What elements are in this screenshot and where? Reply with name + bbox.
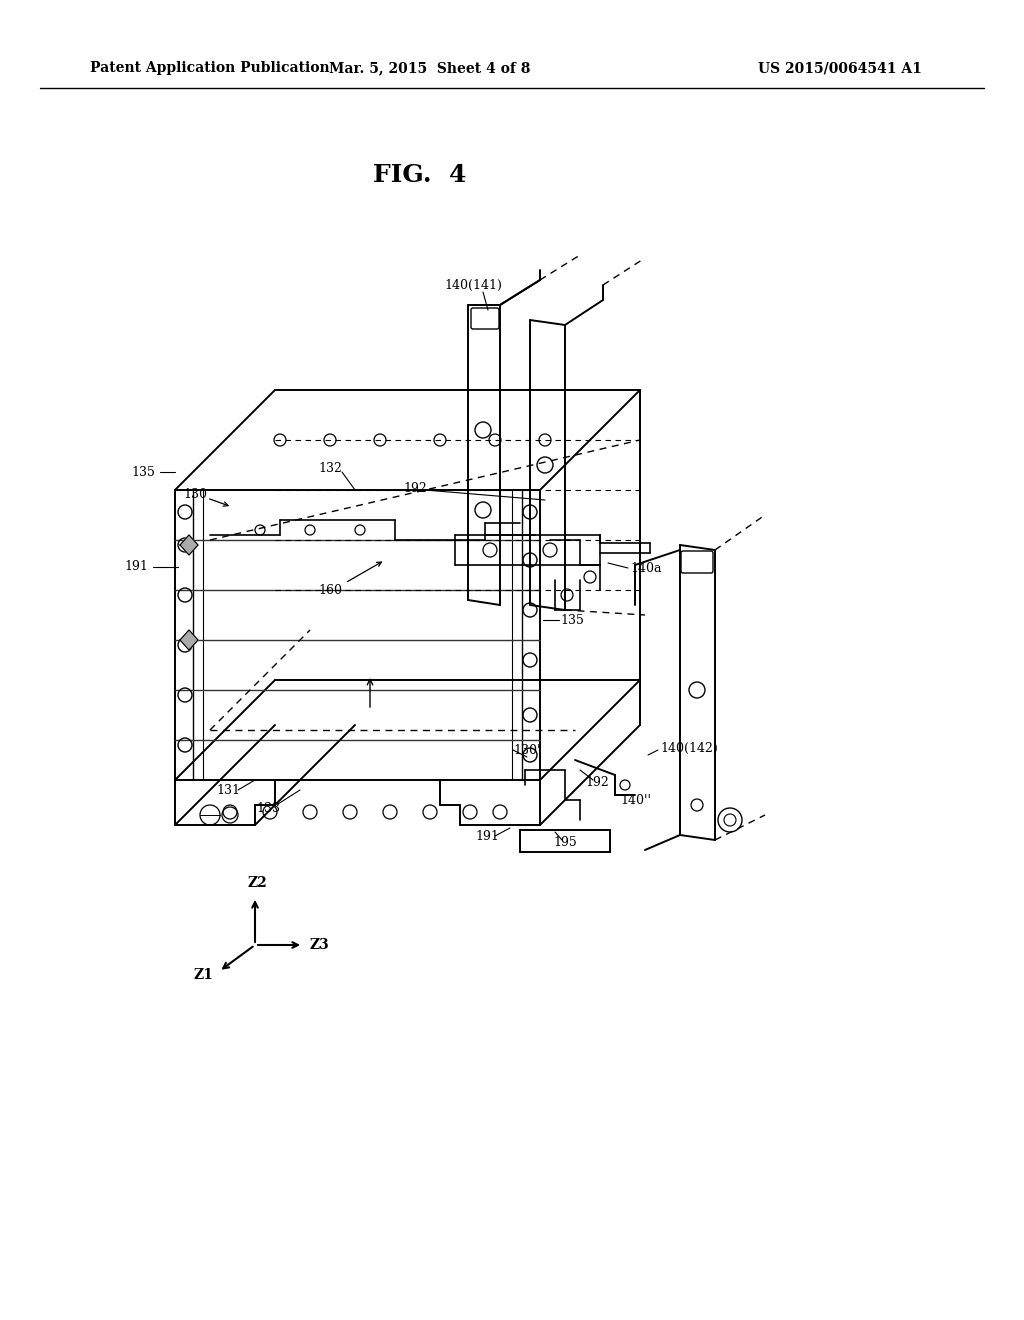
Text: 131: 131 xyxy=(216,784,240,796)
Text: 130: 130 xyxy=(183,488,207,502)
Text: 140(142): 140(142) xyxy=(660,742,718,755)
Text: 140(141): 140(141) xyxy=(444,279,502,292)
Text: 140a: 140a xyxy=(630,561,662,574)
Polygon shape xyxy=(180,535,198,554)
Text: FIG.  4: FIG. 4 xyxy=(374,162,467,187)
Text: 195: 195 xyxy=(553,836,577,849)
Text: Z1: Z1 xyxy=(194,969,213,982)
Text: 160: 160 xyxy=(318,583,342,597)
Text: 135: 135 xyxy=(560,614,584,627)
Text: Z2: Z2 xyxy=(247,876,267,890)
Text: Mar. 5, 2015  Sheet 4 of 8: Mar. 5, 2015 Sheet 4 of 8 xyxy=(330,61,530,75)
Text: 135: 135 xyxy=(131,466,155,479)
Text: Z3: Z3 xyxy=(309,939,329,952)
Text: 130': 130' xyxy=(513,743,541,756)
Text: 140'': 140'' xyxy=(620,793,651,807)
Polygon shape xyxy=(180,630,198,649)
Text: 192: 192 xyxy=(403,482,427,495)
Text: US 2015/0064541 A1: US 2015/0064541 A1 xyxy=(758,61,922,75)
Text: 191: 191 xyxy=(124,561,148,573)
Text: 191: 191 xyxy=(475,829,499,842)
Text: Patent Application Publication: Patent Application Publication xyxy=(90,61,330,75)
Text: 192: 192 xyxy=(585,776,609,788)
Text: 133: 133 xyxy=(256,801,280,814)
Text: 132: 132 xyxy=(318,462,342,474)
